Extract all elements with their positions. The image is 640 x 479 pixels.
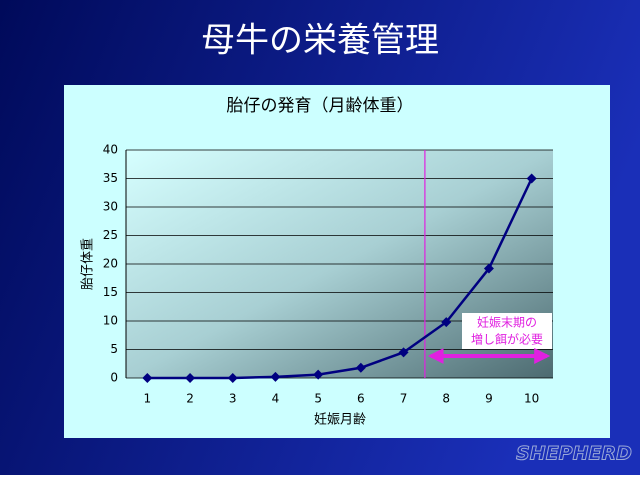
x-tick-label: 2 bbox=[186, 392, 194, 406]
point bbox=[227, 373, 238, 383]
annotation: 増し餌が必要 bbox=[471, 332, 543, 347]
slide-title: 母牛の栄養管理 bbox=[201, 21, 439, 61]
y-tick-label: 20 bbox=[103, 257, 118, 271]
point bbox=[483, 263, 494, 274]
y-tick-label: 30 bbox=[103, 200, 118, 214]
x-tick-label: 8 bbox=[442, 392, 450, 406]
point bbox=[355, 362, 366, 373]
y-axis-label: 胎仔体重 bbox=[80, 238, 96, 290]
x-tick-label: 1 bbox=[144, 392, 152, 406]
point bbox=[313, 369, 324, 380]
point bbox=[270, 371, 281, 382]
x-tick-label: 5 bbox=[314, 392, 322, 406]
line bbox=[147, 177, 533, 380]
point bbox=[441, 317, 452, 328]
annotation: 妊娠末期の bbox=[477, 316, 537, 330]
point bbox=[142, 373, 153, 383]
y-tick-label: 15 bbox=[103, 285, 118, 299]
x-tick-label: 7 bbox=[400, 392, 408, 406]
x-axis-label: 妊娠月齢 bbox=[314, 413, 366, 428]
x-tick-label: 9 bbox=[485, 392, 493, 406]
x-tick-label: 6 bbox=[357, 392, 365, 406]
x-tick-label: 10 bbox=[524, 392, 539, 406]
y-tick-label: 40 bbox=[103, 143, 118, 157]
point bbox=[398, 347, 409, 358]
y-tick-label: 10 bbox=[103, 314, 118, 328]
y-tick-label: 5 bbox=[110, 342, 118, 356]
annotation-box bbox=[462, 313, 552, 349]
y-tick-label: 0 bbox=[110, 371, 118, 385]
logo: SHEPHERD bbox=[516, 443, 632, 465]
y-tick-label: 25 bbox=[103, 228, 118, 242]
x-tick-label: 4 bbox=[272, 392, 280, 406]
x-tick-label: 3 bbox=[229, 392, 237, 406]
point bbox=[185, 373, 196, 383]
chart-title: 胎仔の発育（月齢体重） bbox=[227, 96, 414, 116]
point bbox=[526, 173, 537, 184]
y-tick-label: 35 bbox=[103, 171, 118, 185]
